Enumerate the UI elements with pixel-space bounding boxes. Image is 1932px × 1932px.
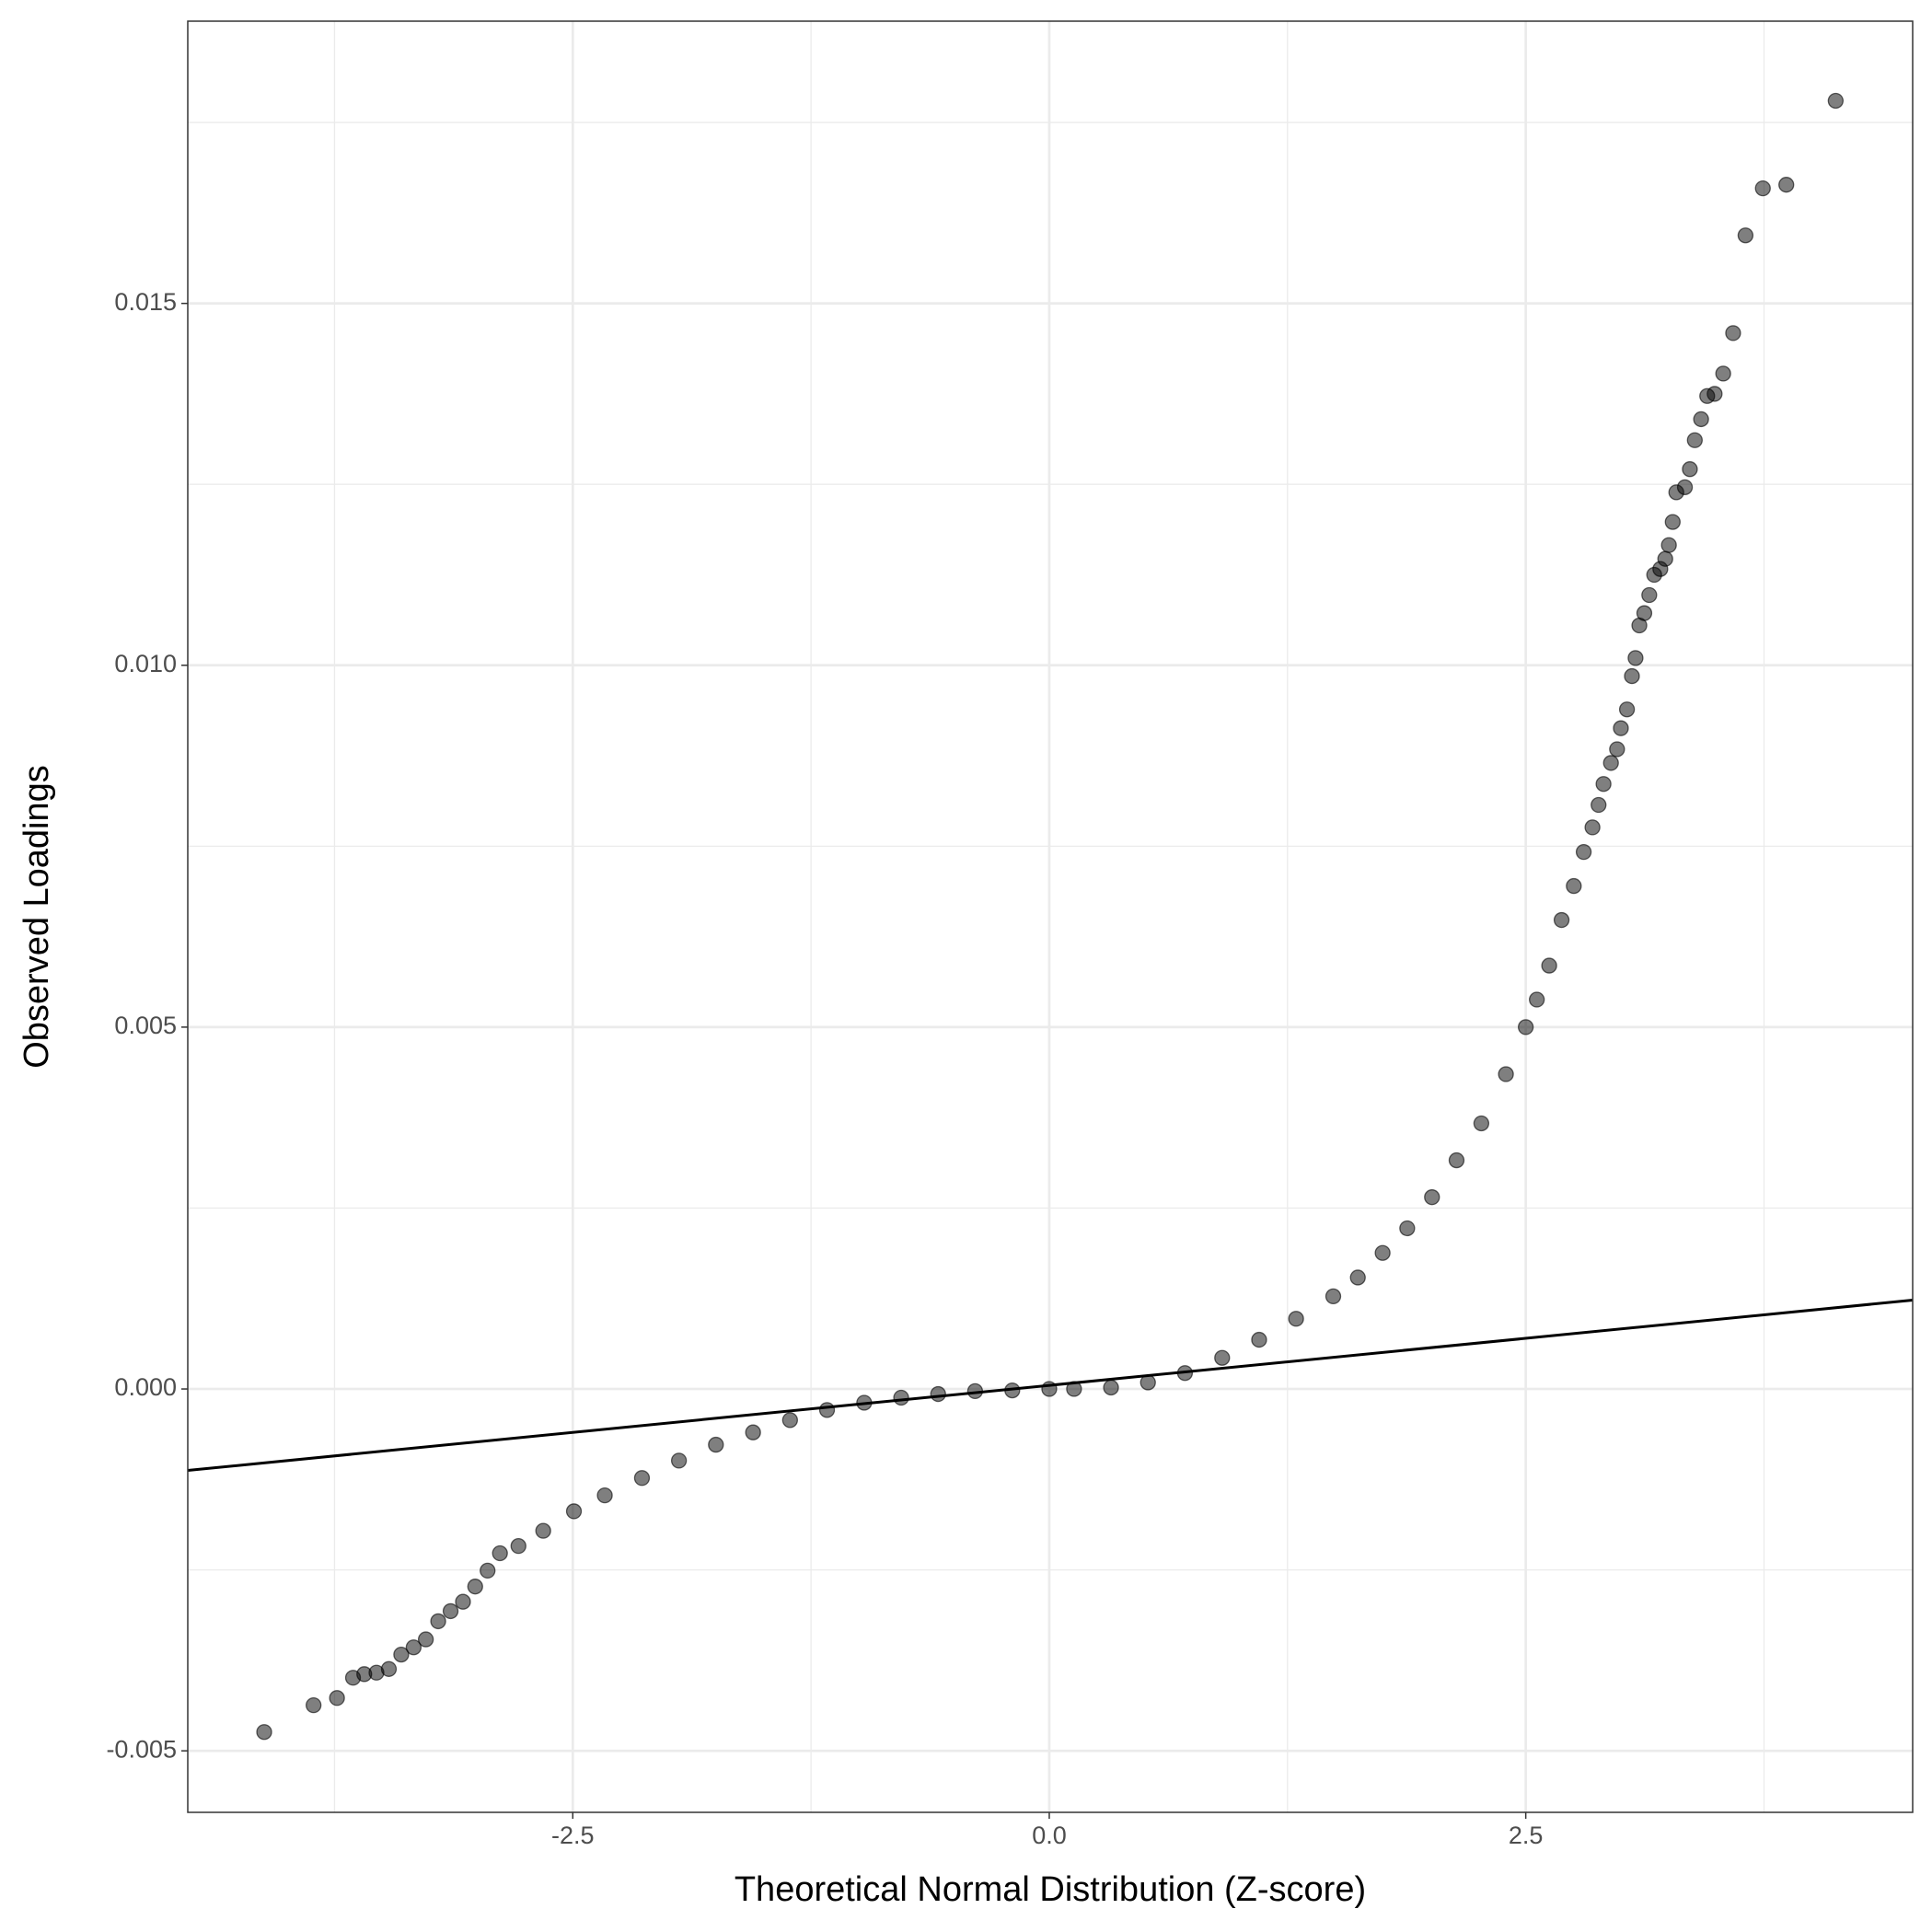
point: [1103, 1379, 1119, 1396]
point: [1517, 1019, 1534, 1035]
point: [510, 1538, 526, 1555]
point: [1693, 411, 1709, 428]
point: [1706, 386, 1723, 402]
point: [1636, 605, 1653, 621]
y-tick-label: 0.015: [114, 288, 177, 316]
point: [930, 1385, 946, 1403]
point: [1737, 227, 1754, 244]
point: [1399, 1220, 1416, 1237]
point: [1424, 1189, 1440, 1206]
y-tick-label: -0.005: [106, 1735, 177, 1763]
point: [1374, 1244, 1391, 1261]
point: [1498, 1066, 1514, 1082]
point: [1660, 537, 1677, 553]
point: [1541, 957, 1557, 974]
point: [1251, 1331, 1267, 1348]
x-tick-label: 2.5: [1509, 1822, 1544, 1849]
point: [1448, 1151, 1465, 1169]
point: [1618, 701, 1636, 718]
point: [306, 1696, 322, 1714]
point: [1613, 720, 1629, 736]
point: [480, 1562, 496, 1579]
point: [565, 1503, 583, 1520]
point: [1566, 877, 1582, 895]
point: [1609, 741, 1625, 758]
point: [256, 1724, 272, 1741]
point: [893, 1389, 909, 1406]
point: [1641, 586, 1658, 604]
point: [1657, 550, 1673, 567]
point: [1575, 843, 1592, 861]
point: [633, 1470, 651, 1487]
point: [1325, 1288, 1342, 1305]
point: [1553, 911, 1570, 929]
point: [1715, 365, 1731, 382]
point: [1595, 776, 1612, 792]
reference-line: [187, 1299, 1914, 1472]
point: [708, 1436, 724, 1453]
y-axis-title: Observed Loadings: [17, 765, 56, 1069]
point: [405, 1639, 422, 1656]
point: [1473, 1115, 1490, 1132]
point: [1686, 432, 1703, 448]
panel-border: [187, 20, 1914, 1813]
point: [670, 1452, 688, 1469]
point: [492, 1544, 508, 1562]
point: [1725, 325, 1741, 341]
point: [1591, 796, 1607, 814]
point: [1349, 1269, 1366, 1286]
point: [430, 1613, 446, 1630]
point: [1602, 755, 1619, 771]
point: [1676, 479, 1694, 496]
point: [393, 1646, 410, 1663]
point: [380, 1660, 398, 1677]
point: [1827, 92, 1844, 110]
point: [1288, 1311, 1304, 1327]
point: [1624, 667, 1640, 685]
point: [455, 1593, 471, 1610]
point: [535, 1522, 551, 1539]
point: [1584, 819, 1601, 836]
point: [1214, 1349, 1231, 1366]
point: [818, 1402, 836, 1418]
point: [1529, 991, 1545, 1008]
x-tick-label: 0.0: [1032, 1822, 1067, 1849]
point: [442, 1602, 459, 1620]
point: [745, 1424, 761, 1440]
point: [1682, 461, 1698, 478]
point: [781, 1412, 798, 1429]
point: [467, 1579, 483, 1595]
point: [329, 1690, 345, 1706]
point: [596, 1487, 613, 1504]
y-tick-label: 0.005: [114, 1012, 177, 1039]
point: [1664, 514, 1681, 530]
point: [1778, 177, 1795, 193]
x-axis-title: Theoretical Normal Distribution (Z-score…: [735, 1870, 1366, 1909]
y-tick-label: 0.000: [114, 1373, 177, 1401]
point: [1627, 650, 1644, 666]
point: [1754, 179, 1771, 197]
point: [417, 1631, 434, 1648]
x-tick-label: -2.5: [551, 1822, 595, 1849]
y-tick-label: 0.010: [114, 650, 177, 677]
